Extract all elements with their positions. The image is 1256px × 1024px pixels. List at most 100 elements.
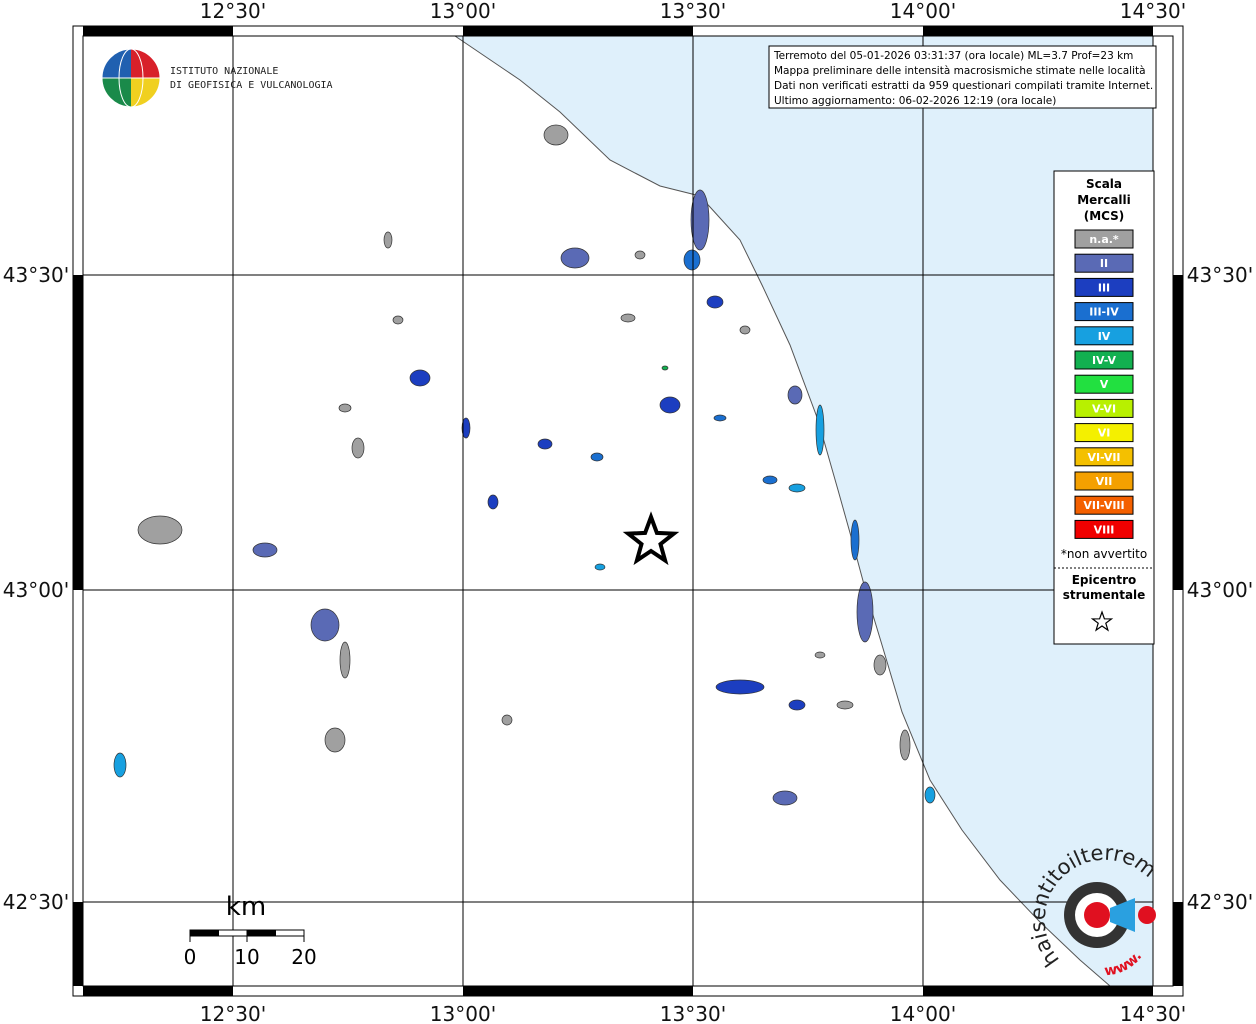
lat-label: 42°30' — [1187, 890, 1253, 914]
lon-label: 13°00' — [430, 0, 496, 23]
info-line: Mappa preliminare delle intensità macros… — [774, 65, 1146, 77]
lon-label: 12°30' — [200, 0, 266, 23]
lon-label: 12°30' — [200, 1002, 266, 1024]
municipality — [788, 483, 806, 493]
sea — [453, 35, 1174, 987]
legend: ScalaMercalli(MCS)n.a.*IIIIIIII-IVIVIV-V… — [1054, 177, 1154, 632]
info-line: Terremoto del 05-01-2026 03:31:37 (ora l… — [773, 50, 1133, 62]
municipality — [815, 404, 825, 456]
municipality — [772, 790, 798, 806]
municipality — [788, 699, 806, 711]
municipality — [543, 124, 569, 146]
legend-swatch — [1074, 423, 1134, 443]
lat-label: 43°30' — [1187, 263, 1253, 287]
scale-label: 10 — [234, 945, 259, 969]
legend-swatch — [1074, 253, 1134, 273]
legend-label: IV-V — [1092, 354, 1117, 367]
legend-label: VII — [1096, 475, 1113, 488]
legend-label: VII-VIII — [1083, 499, 1124, 512]
municipality — [594, 563, 606, 571]
ingv-logo: ISTITUTO NAZIONALE DI GEOFISICA E VULCAN… — [101, 48, 333, 108]
municipality — [706, 295, 724, 309]
legend-epicenter: strumentale — [1063, 588, 1146, 602]
legend-label: III — [1098, 281, 1110, 294]
municipality — [620, 313, 636, 323]
legend-title: (MCS) — [1084, 209, 1125, 223]
legend-swatch — [1074, 302, 1134, 322]
scale-label: 20 — [291, 945, 316, 969]
municipality — [487, 494, 499, 510]
legend-swatch — [1074, 374, 1134, 394]
legend-swatch — [1074, 277, 1134, 297]
municipality — [715, 679, 765, 695]
municipalities — [113, 124, 936, 806]
municipality — [713, 414, 727, 422]
legend-label: VI-VII — [1087, 451, 1120, 464]
municipality — [590, 452, 604, 462]
info-line: Dati non verificati estratti da 959 ques… — [774, 80, 1153, 92]
scale-bar: km 0 10 20 — [184, 892, 317, 969]
info-box — [768, 45, 1157, 109]
municipality — [113, 752, 127, 778]
municipality — [252, 542, 278, 558]
municipality — [690, 189, 710, 251]
scale-segment — [246, 929, 276, 937]
municipality — [856, 581, 874, 643]
legend-swatch — [1074, 447, 1134, 467]
legend-label: VI — [1098, 427, 1111, 440]
legend-swatch — [1074, 229, 1134, 249]
municipality — [310, 608, 340, 642]
municipality — [924, 786, 936, 804]
info-text: Terremoto del 05-01-2026 03:31:37 (ora l… — [773, 50, 1153, 107]
legend-label: II — [1100, 257, 1108, 270]
legend-label: V — [1100, 378, 1109, 391]
grid: 12°30' 12°30' 13°00' 13°00' 13°30' 13°30' 14°0… — [3, 0, 1253, 1024]
municipality — [739, 325, 751, 335]
legend-swatch — [1074, 519, 1134, 539]
lon-label: 14°00' — [890, 0, 956, 23]
lat-label: 43°30' — [3, 263, 69, 287]
municipality — [461, 417, 471, 439]
municipality — [351, 437, 365, 459]
municipality — [850, 519, 860, 561]
municipality — [659, 396, 681, 414]
legend-swatch — [1074, 326, 1134, 346]
legend-label: n.a.* — [1089, 233, 1119, 246]
lon-label: 13°00' — [430, 1002, 496, 1024]
scale-segment — [218, 929, 248, 937]
municipality — [383, 231, 393, 249]
municipality — [392, 315, 404, 325]
legend-label: VIII — [1094, 523, 1115, 536]
logo-text: DI GEOFISICA E VULCANOLOGIA — [170, 80, 333, 91]
municipality — [634, 250, 646, 260]
municipality — [762, 475, 778, 485]
municipality — [338, 403, 352, 413]
lon-label: 14°30' — [1120, 0, 1186, 23]
legend-swatch — [1074, 471, 1134, 491]
municipality — [899, 729, 911, 761]
municipality — [787, 385, 803, 405]
legend-swatch — [1074, 495, 1134, 515]
scale-label: 0 — [184, 945, 197, 969]
epicenter-star — [622, 511, 680, 566]
lon-label: 14°00' — [890, 1002, 956, 1024]
legend-epicenter: Epicentro — [1072, 573, 1137, 587]
legend-star — [1090, 610, 1114, 632]
legend-label: III-IV — [1089, 306, 1119, 319]
lat-label: 43°00' — [3, 578, 69, 602]
municipality — [661, 365, 669, 371]
legend-title: Scala — [1086, 177, 1122, 191]
municipality — [324, 727, 346, 753]
legend-swatch — [1074, 350, 1134, 370]
east-strip — [1153, 36, 1173, 986]
municipality — [814, 651, 826, 659]
municipality — [537, 438, 553, 450]
municipality — [137, 515, 183, 545]
municipality — [836, 700, 854, 710]
municipality — [409, 369, 431, 387]
scale-unit: km — [226, 892, 266, 922]
lon-label: 13°30' — [660, 0, 726, 23]
municipality — [339, 641, 351, 679]
lat-label: 43°00' — [1187, 578, 1253, 602]
